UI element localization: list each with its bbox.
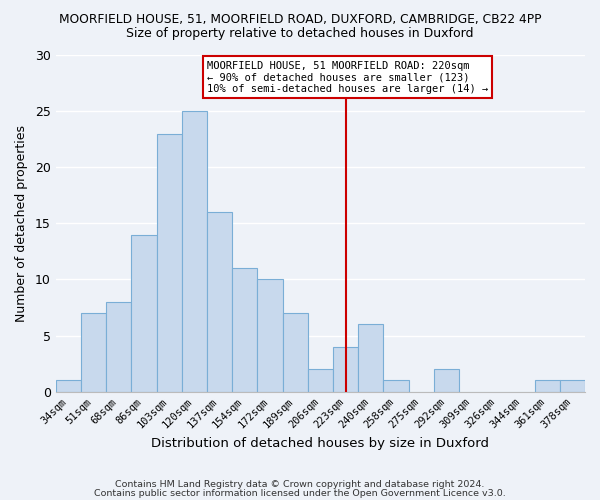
- X-axis label: Distribution of detached houses by size in Duxford: Distribution of detached houses by size …: [151, 437, 490, 450]
- Text: MOORFIELD HOUSE, 51 MOORFIELD ROAD: 220sqm
← 90% of detached houses are smaller : MOORFIELD HOUSE, 51 MOORFIELD ROAD: 220s…: [207, 60, 488, 94]
- Bar: [283, 313, 308, 392]
- Bar: [232, 268, 257, 392]
- Text: Contains HM Land Registry data © Crown copyright and database right 2024.: Contains HM Land Registry data © Crown c…: [115, 480, 485, 489]
- Text: Contains public sector information licensed under the Open Government Licence v3: Contains public sector information licen…: [94, 488, 506, 498]
- Text: Size of property relative to detached houses in Duxford: Size of property relative to detached ho…: [126, 28, 474, 40]
- Bar: [207, 212, 232, 392]
- Bar: [257, 280, 283, 392]
- Bar: [333, 346, 358, 392]
- Bar: [560, 380, 585, 392]
- Bar: [383, 380, 409, 392]
- Bar: [157, 134, 182, 392]
- Bar: [434, 369, 459, 392]
- Text: MOORFIELD HOUSE, 51, MOORFIELD ROAD, DUXFORD, CAMBRIDGE, CB22 4PP: MOORFIELD HOUSE, 51, MOORFIELD ROAD, DUX…: [59, 12, 541, 26]
- Bar: [182, 111, 207, 392]
- Y-axis label: Number of detached properties: Number of detached properties: [15, 125, 28, 322]
- Bar: [106, 302, 131, 392]
- Bar: [308, 369, 333, 392]
- Bar: [131, 234, 157, 392]
- Bar: [535, 380, 560, 392]
- Bar: [81, 313, 106, 392]
- Bar: [56, 380, 81, 392]
- Bar: [358, 324, 383, 392]
